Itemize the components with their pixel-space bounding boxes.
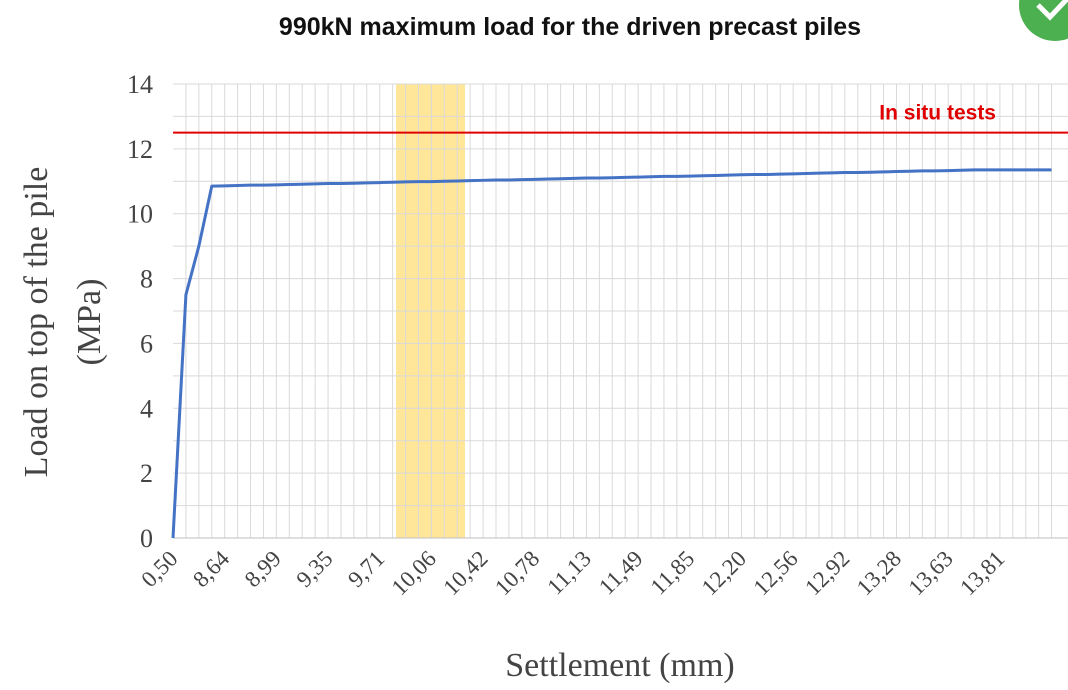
y-tick-label: 2 — [140, 459, 153, 488]
y-axis-label: (MPa) — [71, 279, 108, 366]
chart-title: 990kN maximum load for the driven precas… — [279, 13, 861, 41]
y-axis-label: Load on top of the pile — [18, 167, 55, 478]
y-tick-label: 12 — [127, 135, 153, 164]
data-line — [171, 168, 1052, 539]
y-tick-label: 14 — [127, 70, 153, 99]
y-tick-label: 6 — [140, 329, 153, 358]
reference-label: In situ tests — [879, 102, 996, 125]
x-axis-label: Settlement (mm) — [505, 647, 734, 684]
check-icon — [1019, 0, 1068, 41]
y-tick-label: 8 — [140, 265, 153, 294]
y-tick-label: 4 — [140, 394, 153, 423]
y-tick-label: 0 — [140, 524, 153, 553]
y-tick-label: 10 — [127, 200, 153, 229]
